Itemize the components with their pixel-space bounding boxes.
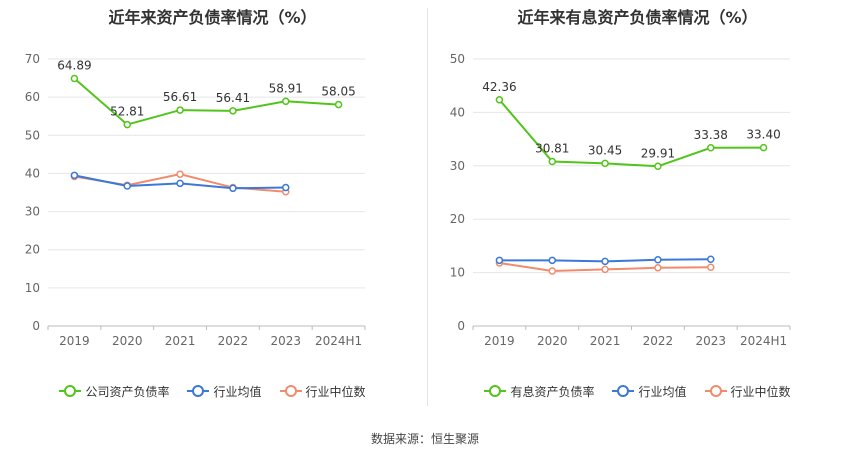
line-chart-interest-debt-ratio: 0 10 20 30 40 50 2019 2020 2021 2022 2023 2024H1 42.… — [450, 52, 791, 348]
data-label: 30.45 — [588, 143, 622, 157]
data-label: 33.40 — [746, 128, 780, 142]
x-tick-label: 2024H1 — [315, 334, 362, 348]
data-point — [123, 182, 131, 190]
data-point — [495, 256, 504, 265]
data-label: 42.36 — [482, 80, 516, 94]
data-point — [70, 74, 79, 83]
x-tick-label: 2023 — [695, 334, 726, 348]
data-point — [601, 265, 609, 274]
legend-marker-orange — [279, 385, 302, 397]
x-tick-label: 2021 — [590, 334, 621, 348]
y-tick-label: 10 — [25, 281, 40, 295]
x-tick-label: 2021 — [165, 334, 196, 348]
legend-marker-green — [484, 385, 507, 397]
legend-label: 行业均值 — [638, 384, 687, 399]
legend-marker-orange — [704, 385, 727, 397]
data-label: 29.91 — [641, 146, 675, 160]
data-point — [654, 162, 662, 171]
data-point — [707, 144, 715, 152]
y-tick-label: 0 — [32, 319, 40, 333]
series-line — [498, 99, 764, 168]
data-point — [70, 171, 79, 180]
legend-marker-green — [59, 385, 82, 397]
x-tick-label: 2019 — [484, 334, 515, 348]
legend-item-industry-median[interactable]: 行业中位数 — [704, 383, 791, 400]
data-point — [123, 120, 131, 129]
data-source-note: 数据来源：恒生聚源 — [370, 432, 479, 446]
y-tick-label: 10 — [450, 266, 465, 280]
legend-item-industry-mean[interactable]: 行业均值 — [612, 383, 687, 400]
data-label: 64.89 — [57, 58, 91, 72]
legend-label: 行业中位数 — [305, 384, 366, 399]
data-point — [601, 159, 609, 168]
data-point — [548, 157, 556, 166]
data-point — [229, 107, 237, 115]
y-tick-label: 40 — [25, 166, 40, 180]
x-tick-label: 2020 — [537, 334, 568, 348]
data-point — [176, 179, 184, 188]
x-tick-label: 2022 — [218, 334, 249, 348]
data-label: 58.91 — [269, 81, 303, 95]
data-label: 33.38 — [694, 128, 728, 142]
x-tick-label: 2023 — [270, 334, 301, 348]
legend-label: 公司资产负债率 — [85, 384, 170, 399]
legend-marker-blue — [612, 385, 635, 397]
x-tick-label: 2022 — [643, 334, 674, 348]
data-point — [495, 96, 504, 104]
chart-title: 近年来有息资产负债率情况（%） — [517, 8, 758, 27]
data-label: 52.81 — [110, 105, 144, 119]
y-tick-label: 50 — [25, 128, 40, 142]
chart-title: 近年来资产负债率情况（%） — [108, 8, 317, 27]
legend-item-company[interactable]: 公司资产负债率 — [59, 383, 169, 400]
legend-label: 有息资产负债率 — [510, 384, 595, 399]
y-tick-label: 70 — [25, 52, 40, 66]
y-tick-label: 50 — [450, 52, 465, 66]
y-tick-label: 30 — [25, 205, 40, 219]
y-tick-label: 20 — [25, 243, 40, 257]
y-tick-label: 60 — [25, 90, 40, 104]
chart-panel-interest-debt-ratio: 近年来有息资产负债率情况（%） 0 10 20 30 40 50 2019 2020 2021 2… — [425, 0, 850, 420]
data-label: 30.81 — [535, 141, 569, 155]
data-point — [601, 257, 609, 266]
legend-item-industry-median[interactable]: 行业中位数 — [279, 383, 366, 400]
y-tick-label: 0 — [457, 319, 465, 333]
x-tick-label: 2020 — [112, 334, 143, 348]
data-label: 56.61 — [163, 90, 197, 104]
series-line — [73, 77, 339, 126]
legend-item-company[interactable]: 有息资产负债率 — [484, 383, 594, 400]
legend-item-industry-mean[interactable]: 行业均值 — [187, 383, 262, 400]
chart-panel-debt-ratio: 近年来资产负债率情况（%） 0 10 20 30 40 50 60 70 2019 2020 202… — [0, 0, 425, 420]
y-tick-label: 40 — [450, 105, 465, 119]
data-point — [707, 255, 715, 263]
chart-legend: 有息资产负债率 行业均值 行业中位数 — [425, 380, 850, 402]
data-point — [654, 264, 662, 272]
y-tick-label: 30 — [450, 159, 465, 173]
data-point — [282, 97, 290, 106]
legend-label: 行业均值 — [213, 384, 262, 399]
data-point — [229, 184, 237, 193]
chart-legend: 公司资产负债率 行业均值 行业中位数 — [0, 380, 425, 402]
legend-marker-blue — [187, 385, 210, 397]
data-point — [334, 100, 343, 109]
data-point — [282, 183, 290, 192]
line-chart-debt-ratio: 0 10 20 30 40 50 60 70 2019 2020 2021 2022 2023 2024H… — [25, 52, 366, 348]
data-point — [548, 267, 556, 275]
y-tick-label: 20 — [450, 212, 465, 226]
legend-label: 行业中位数 — [730, 384, 791, 399]
x-tick-label: 2019 — [59, 334, 90, 348]
data-point — [176, 170, 184, 178]
x-tick-label: 2024H1 — [740, 334, 787, 348]
data-point — [707, 263, 715, 272]
data-point — [548, 256, 556, 265]
data-point — [176, 106, 184, 114]
data-label: 58.05 — [321, 85, 355, 99]
data-label: 56.41 — [216, 91, 250, 105]
data-point — [759, 143, 768, 152]
data-point — [654, 256, 662, 264]
panel-divider — [427, 8, 428, 406]
